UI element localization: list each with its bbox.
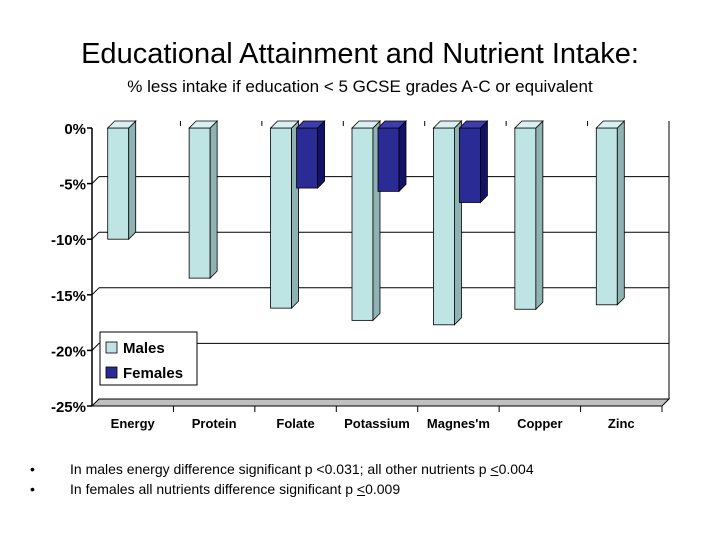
bar-chart: 0% -5% -10% -15% -20% -25% Energy Protein Folate… bbox=[51, 120, 671, 431]
footnote-row: • In females all nutrients difference si… bbox=[30, 479, 534, 499]
bar-top bbox=[458, 120, 489, 129]
bar-top bbox=[595, 120, 626, 129]
legend-label: Males bbox=[123, 340, 165, 357]
y-tick-label: -10% bbox=[51, 232, 86, 249]
bar-side bbox=[480, 120, 488, 204]
bar-males bbox=[514, 127, 537, 310]
footnote-row: • In males energy difference significant… bbox=[30, 459, 534, 479]
x-tick-label: Copper bbox=[517, 416, 563, 431]
chart-title: Educational Attainment and Nutrient Inta… bbox=[81, 38, 639, 70]
bullet-marker: • bbox=[30, 481, 35, 497]
bar-males bbox=[107, 127, 130, 240]
bar-top bbox=[269, 120, 300, 129]
legend-label: Females bbox=[123, 365, 183, 382]
footnotes: • In males energy difference significant… bbox=[30, 459, 534, 499]
y-tick-label: -20% bbox=[51, 343, 86, 360]
x-tick-label: Protein bbox=[192, 416, 237, 431]
x-tick-label: Folate bbox=[276, 416, 314, 431]
x-tick-label: Energy bbox=[111, 416, 156, 431]
x-tick-label: Potassium bbox=[344, 416, 410, 431]
footnote-text: In males energy difference significant p… bbox=[70, 461, 534, 477]
bar-males bbox=[270, 127, 292, 309]
x-tick-label: Zinc bbox=[608, 416, 635, 431]
bar-side bbox=[128, 120, 137, 241]
x-tick-label: Magnes'm bbox=[427, 416, 490, 431]
bar-top bbox=[377, 120, 407, 129]
plot-floor bbox=[90, 398, 671, 407]
gridline-slant bbox=[91, 287, 100, 296]
bar-males bbox=[351, 127, 374, 321]
bar-top bbox=[188, 120, 219, 129]
bar-side bbox=[616, 120, 625, 306]
legend-swatch bbox=[105, 366, 118, 379]
bar-top bbox=[513, 120, 544, 129]
bar-males bbox=[188, 127, 211, 279]
bar-side bbox=[209, 120, 218, 280]
bar-side bbox=[317, 120, 325, 190]
bar-females bbox=[459, 127, 481, 203]
bar-males bbox=[433, 127, 455, 326]
y-tick-label: -25% bbox=[51, 399, 86, 416]
bar-top bbox=[295, 120, 326, 129]
gridline-slant bbox=[91, 343, 100, 351]
gridline-slant bbox=[91, 231, 100, 240]
bar-side bbox=[398, 120, 407, 193]
y-tick-label: -15% bbox=[51, 288, 86, 305]
bar-top bbox=[351, 120, 381, 129]
bar-top bbox=[432, 120, 463, 129]
bar-males bbox=[595, 127, 618, 306]
bar-females bbox=[377, 127, 400, 192]
bar-top bbox=[106, 120, 137, 129]
y-tick-label: -5% bbox=[59, 177, 86, 194]
footnote-text: In females all nutrients difference sign… bbox=[70, 481, 401, 497]
gridline-slant bbox=[91, 176, 100, 184]
bullet-marker: • bbox=[30, 461, 35, 477]
chart-subtitle: % less intake if education < 5 GCSE grad… bbox=[127, 77, 593, 96]
bar-females bbox=[296, 127, 318, 189]
y-tick-label: 0% bbox=[64, 121, 86, 138]
bar-side bbox=[535, 120, 544, 311]
legend-swatch bbox=[105, 341, 118, 354]
